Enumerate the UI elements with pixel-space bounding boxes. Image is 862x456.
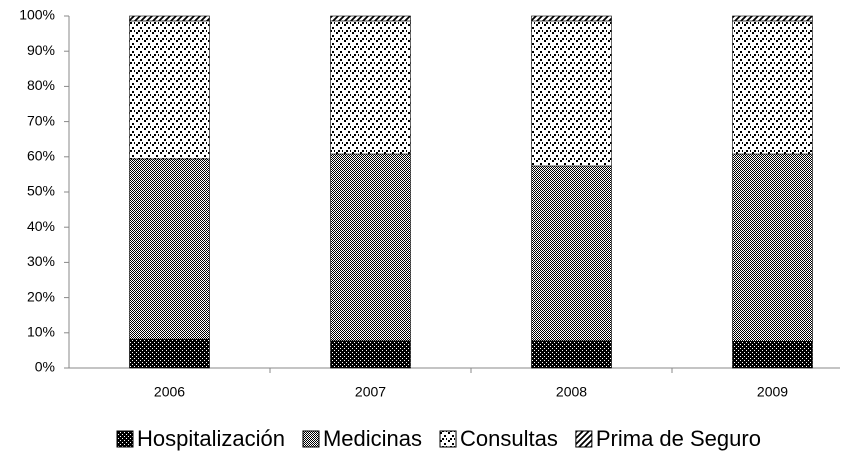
bar-segment	[330, 15, 411, 22]
legend-swatch	[575, 430, 593, 448]
legend-swatch	[116, 430, 134, 448]
y-tick-label: 60%	[27, 148, 55, 164]
y-tick-label: 90%	[27, 42, 55, 58]
bar-segment	[129, 338, 210, 369]
y-tick-label: 20%	[27, 288, 55, 304]
y-tick-label: 100%	[19, 7, 55, 23]
bar-segment	[330, 153, 411, 342]
bar-segment	[732, 153, 813, 342]
y-tick-label: 80%	[27, 77, 55, 93]
y-tick-label: 70%	[27, 112, 55, 128]
bar-segment	[732, 20, 813, 155]
bar-segment	[732, 15, 813, 22]
bar-segment	[531, 20, 612, 167]
y-tick-label: 10%	[27, 324, 55, 340]
bar-segment	[330, 340, 411, 369]
legend-label: Hospitalización	[137, 426, 285, 451]
x-tick-label: 2008	[556, 384, 587, 400]
y-tick-label: 0%	[35, 359, 55, 375]
legend-label: Consultas	[460, 426, 558, 451]
y-tick-label: 50%	[27, 183, 55, 199]
bar-segment	[129, 20, 210, 160]
bar-segment	[531, 15, 612, 22]
legend-swatch	[302, 430, 320, 448]
legend-label: Prima de Seguro	[596, 426, 761, 451]
x-tick-label: 2009	[757, 384, 788, 400]
y-tick-label: 30%	[27, 253, 55, 269]
y-tick-label: 40%	[27, 218, 55, 234]
x-tick-label: 2007	[355, 384, 386, 400]
bar-segment	[531, 165, 612, 342]
bar-segment	[129, 15, 210, 22]
bar-segment	[531, 340, 612, 369]
legend-label: Medicinas	[323, 426, 422, 451]
bar-segment	[129, 158, 210, 340]
legend-swatch	[439, 430, 457, 448]
bar-segment	[732, 340, 813, 369]
x-tick-label: 2006	[154, 384, 185, 400]
bar-segment	[330, 20, 411, 155]
